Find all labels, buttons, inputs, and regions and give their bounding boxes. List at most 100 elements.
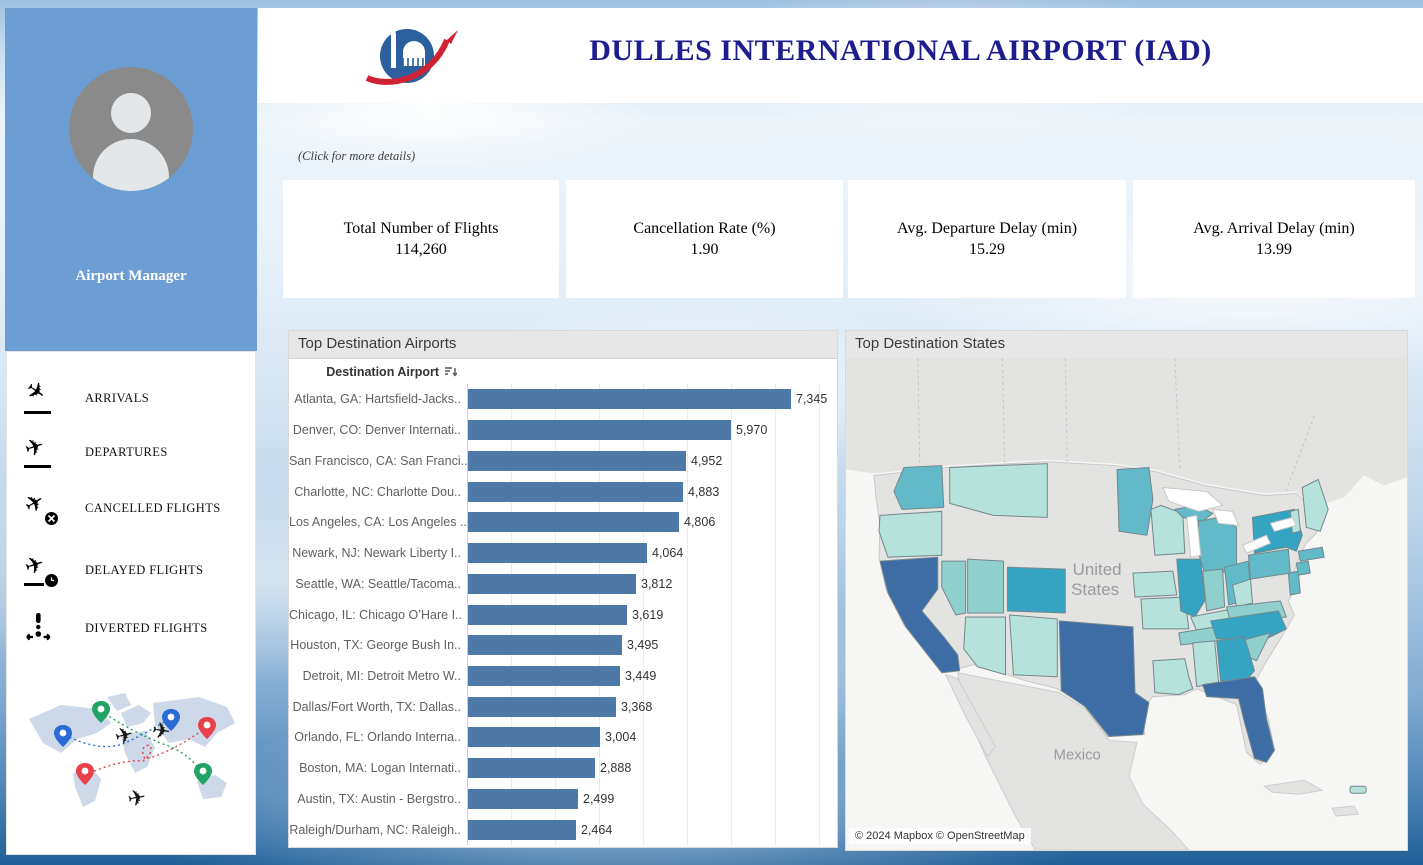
state-ME[interactable] (1301, 479, 1329, 532)
bar-track: 4,064 (467, 537, 837, 569)
bar[interactable] (468, 543, 647, 564)
bar-row: Chicago, IL: Chicago O’Hare I.. 3,619 (289, 599, 837, 630)
bar-row: Denver, CO: Denver Internati.. 5,970 (289, 414, 837, 446)
bar[interactable] (468, 389, 791, 410)
bar[interactable] (468, 573, 636, 594)
map-label-mexico: Mexico (1054, 746, 1101, 763)
bar-value-label: 3,812 (641, 576, 673, 591)
bar-row: Charlotte, NC: Charlotte Dou.. 4,883 (289, 476, 837, 507)
kpi-value: 1.90 (690, 241, 719, 258)
sort-descending-icon[interactable] (444, 366, 457, 378)
state-MT[interactable] (949, 463, 1048, 518)
bar-category-label: Houston, TX: George Bush In.. (290, 638, 461, 653)
bar-track: 3,449 (467, 660, 837, 692)
state-AZ[interactable] (963, 616, 1006, 676)
bar[interactable] (468, 727, 600, 748)
bar[interactable] (468, 512, 679, 533)
bar[interactable] (468, 758, 595, 779)
bar-category-label: Denver, CO: Denver Internati.. (292, 423, 461, 438)
state-FL[interactable] (1202, 676, 1275, 763)
state-TX[interactable] (1058, 620, 1150, 737)
panel-title: Top Destination Airports (289, 331, 837, 359)
state-MN[interactable] (1116, 467, 1154, 536)
state-MI[interactable] (1196, 516, 1238, 574)
kpi-label: Avg. Arrival Delay (min) (1193, 220, 1355, 237)
state-CA[interactable] (879, 556, 961, 674)
sidebar-item-label: DEPARTURES (85, 444, 168, 459)
bar[interactable] (468, 481, 683, 502)
bar-category-label: Detroit, MI: Detroit Metro W.. (302, 668, 461, 683)
state-NC[interactable] (1210, 610, 1287, 640)
sidebar-item-cancelled-flights[interactable]: ✈ CANCELLED FLIGHTS (7, 487, 255, 529)
state-IN[interactable] (1202, 568, 1226, 612)
sidebar-item-arrivals[interactable]: ✈ ARRIVALS (7, 375, 255, 419)
bar[interactable] (468, 788, 578, 809)
hint-text: (Click for more details) (298, 149, 416, 163)
state-MO[interactable] (1140, 596, 1190, 630)
sidebar-menu: ✈ ARRIVALS ✈ DEPARTURES ✈ CANCELLED FLIG… (6, 351, 256, 855)
header: DULLES INTERNATIONAL AIRPORT (IAD) (258, 8, 1423, 103)
bar-value-label: 3,495 (627, 638, 659, 653)
bar-track: 3,368 (467, 691, 837, 723)
state-UT[interactable] (967, 558, 1004, 614)
kpi-total-flights[interactable]: Total Number of Flights 114,260 (283, 180, 559, 298)
bar[interactable] (468, 635, 622, 656)
bar-value-label: 4,952 (691, 453, 723, 468)
avatar-head (111, 93, 151, 133)
kpi-departure-delay[interactable]: Avg. Departure Delay (min) 15.29 (848, 180, 1126, 298)
bar[interactable] (468, 420, 731, 441)
bar-row: Boston, MA: Logan Internati.. 2,888 (289, 752, 837, 784)
plane-cancelled-icon: ✈ (19, 487, 58, 526)
state-CO[interactable] (1006, 566, 1066, 614)
state-WI[interactable] (1150, 504, 1186, 556)
state-MA[interactable] (1297, 546, 1325, 562)
choropleth-map: United States Mexico © 2024 Mapbox © Ope… (846, 357, 1407, 851)
bar-track: 2,888 (467, 752, 837, 784)
kpi-cancellation-rate[interactable]: Cancellation Rate (%) 1.90 (566, 180, 843, 298)
state-WV[interactable] (1232, 578, 1253, 608)
plane-arrival-icon: ✈ (21, 375, 57, 416)
bar-track: 7,345 (467, 384, 837, 415)
kpi-value: 13.99 (1256, 241, 1292, 258)
map-label-united-states: United (1073, 560, 1122, 579)
kpi-label: Cancellation Rate (%) (633, 220, 776, 237)
avatar (69, 67, 193, 191)
bar[interactable] (468, 604, 627, 625)
bar-category-label: Austin, TX: Austin - Bergstro.. (297, 791, 461, 806)
bar-value-label: 2,888 (600, 761, 632, 776)
bar-value-label: 7,345 (796, 392, 828, 407)
bar[interactable] (468, 450, 686, 471)
bar-track: 5,970 (467, 414, 837, 446)
bar-row: Detroit, MI: Detroit Metro W.. 3,449 (289, 660, 837, 692)
sidebar-item-diverted-flights[interactable]: DIVERTED FLIGHTS (7, 607, 255, 649)
plane-departure-icon: ✈ (21, 432, 57, 470)
bar-value-label: 4,806 (684, 515, 716, 530)
bar[interactable] (468, 665, 620, 686)
sidebar-item-label: DELAYED FLIGHTS (85, 562, 204, 577)
sidebar-item-delayed-flights[interactable]: ✈ DELAYED FLIGHTS (7, 549, 255, 591)
state-NJ[interactable] (1287, 570, 1301, 596)
bar-value-label: 3,368 (621, 699, 653, 714)
bar[interactable] (468, 819, 576, 840)
sidebar-item-departures[interactable]: ✈ DEPARTURES (7, 431, 255, 473)
state-IA[interactable] (1132, 570, 1178, 598)
state-NV[interactable] (941, 560, 967, 616)
state-AL[interactable] (1192, 640, 1220, 688)
state-PR[interactable] (1349, 785, 1367, 794)
state-CT[interactable] (1295, 560, 1311, 576)
state-LA[interactable] (1152, 658, 1194, 696)
state-IL[interactable] (1176, 558, 1206, 618)
kpi-arrival-delay[interactable]: Avg. Arrival Delay (min) 13.99 (1133, 180, 1415, 298)
bar-row: Austin, TX: Austin - Bergstro.. 2,499 (289, 783, 837, 815)
bar[interactable] (468, 696, 616, 717)
avatar-torso (93, 139, 169, 191)
state-NM[interactable] (1008, 614, 1058, 678)
state-OR[interactable] (878, 510, 943, 558)
map-attribution[interactable]: © 2024 Mapbox © OpenStreetMap (849, 828, 1031, 844)
bar-track: 3,619 (467, 599, 837, 630)
bar-row: Seattle, WA: Seattle/Tacoma.. 3,812 (289, 568, 837, 600)
bar-track: 4,806 (467, 506, 837, 538)
column-header[interactable]: Destination Airport (289, 359, 467, 385)
state-WA[interactable] (893, 465, 945, 510)
